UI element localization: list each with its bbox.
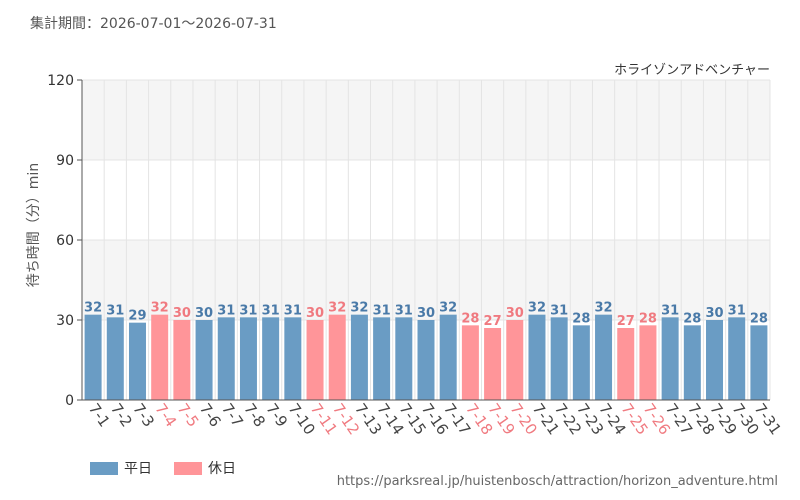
source-url[interactable]: https://parksreal.jp/huistenbosch/attrac… bbox=[336, 474, 778, 489]
legend-item-weekday: 平日 bbox=[90, 458, 152, 478]
bar-7-17 bbox=[439, 314, 457, 400]
bar-7-15 bbox=[395, 317, 413, 400]
value-label-7-30: 31 bbox=[728, 303, 746, 318]
plot-band bbox=[82, 160, 770, 240]
bar-7-10 bbox=[284, 317, 302, 400]
x-tick-label-7-7: 7-7 bbox=[218, 400, 247, 430]
value-label-7-16: 30 bbox=[417, 306, 435, 321]
bar-7-24 bbox=[595, 314, 613, 400]
bar-7-7 bbox=[217, 317, 235, 400]
y-tick-label: 60 bbox=[56, 233, 74, 249]
bar-7-28 bbox=[683, 325, 701, 400]
y-axis-label: 待ち時間（分）min bbox=[26, 163, 42, 287]
value-label-7-7: 31 bbox=[217, 303, 235, 318]
y-tick-label: 90 bbox=[56, 153, 74, 169]
chart-title: ホライゾンアドベンチャー bbox=[614, 63, 770, 78]
bar-7-8 bbox=[239, 317, 257, 400]
bar-7-31 bbox=[750, 325, 768, 400]
x-tick-label-7-1: 7-1 bbox=[85, 400, 114, 430]
value-label-7-19: 27 bbox=[484, 314, 502, 329]
x-tick-label-7-3: 7-3 bbox=[129, 400, 158, 430]
legend-label-holiday: 休日 bbox=[208, 461, 236, 477]
x-tick-label-7-8: 7-8 bbox=[240, 400, 269, 430]
x-tick-label-7-6: 7-6 bbox=[196, 400, 225, 430]
bar-7-30 bbox=[728, 317, 746, 400]
value-label-7-31: 28 bbox=[750, 311, 768, 326]
bar-7-5 bbox=[173, 320, 191, 400]
plot-band bbox=[82, 240, 770, 320]
bar-7-4 bbox=[151, 314, 169, 400]
bar-7-1 bbox=[84, 314, 102, 400]
y-ticks: 0 30 60 90 120 bbox=[47, 73, 82, 409]
bar-7-9 bbox=[262, 317, 280, 400]
bar-7-14 bbox=[373, 317, 391, 400]
value-label-7-12: 32 bbox=[328, 301, 346, 316]
bar-7-2 bbox=[106, 317, 124, 400]
bar-7-12 bbox=[328, 314, 346, 400]
wait-time-chart: 32 31 29 32 30 30 31 31 31 31 30 32 32 31 31 30 32 28 27 30… bbox=[26, 63, 785, 438]
period-label: 集計期間：2026-07-01～2026-07-31 bbox=[30, 16, 277, 32]
value-label-7-18: 28 bbox=[461, 311, 479, 326]
y-tick-label: 0 bbox=[65, 393, 74, 409]
plot-band bbox=[82, 80, 770, 160]
value-label-7-5: 30 bbox=[173, 306, 191, 321]
value-label-7-26: 28 bbox=[639, 311, 657, 326]
value-label-7-27: 31 bbox=[661, 303, 679, 318]
bar-7-18 bbox=[461, 325, 479, 400]
value-label-7-28: 28 bbox=[683, 311, 701, 326]
value-label-7-2: 31 bbox=[106, 303, 124, 318]
bar-7-19 bbox=[484, 328, 502, 400]
bar-7-26 bbox=[639, 325, 657, 400]
x-tick-label-7-2: 7-2 bbox=[107, 400, 136, 430]
bar-7-6 bbox=[195, 320, 213, 400]
value-label-7-15: 31 bbox=[395, 303, 413, 318]
bar-7-29 bbox=[706, 320, 724, 400]
value-label-7-6: 30 bbox=[195, 306, 213, 321]
value-label-7-1: 32 bbox=[84, 301, 102, 316]
x-tick-label-7-9: 7-9 bbox=[262, 400, 291, 430]
y-tick-label: 30 bbox=[56, 313, 74, 329]
legend: 平日 休日 bbox=[90, 458, 236, 478]
value-label-7-17: 32 bbox=[439, 301, 457, 316]
value-label-7-10: 31 bbox=[284, 303, 302, 318]
x-ticks: 7-17-27-37-47-57-67-77-87-97-107-117-127… bbox=[85, 400, 785, 438]
value-label-7-3: 29 bbox=[128, 309, 146, 324]
value-label-7-20: 30 bbox=[506, 306, 524, 321]
bar-7-13 bbox=[350, 314, 368, 400]
x-tick-label-7-5: 7-5 bbox=[174, 400, 203, 430]
y-tick-label: 120 bbox=[47, 73, 74, 89]
bar-7-23 bbox=[572, 325, 590, 400]
value-label-7-14: 31 bbox=[373, 303, 391, 318]
legend-item-holiday: 休日 bbox=[174, 458, 236, 478]
value-label-7-21: 32 bbox=[528, 301, 546, 316]
bar-7-11 bbox=[306, 320, 324, 400]
bar-7-3 bbox=[128, 322, 146, 400]
value-label-7-29: 30 bbox=[705, 306, 723, 321]
value-label-7-24: 32 bbox=[595, 301, 613, 316]
legend-swatch-holiday bbox=[174, 461, 202, 475]
value-label-7-8: 31 bbox=[239, 303, 257, 318]
legend-label-weekday: 平日 bbox=[124, 461, 152, 477]
value-label-7-11: 30 bbox=[306, 306, 324, 321]
legend-swatch-weekday bbox=[90, 461, 118, 475]
bar-7-16 bbox=[417, 320, 435, 400]
x-tick-label-7-4: 7-4 bbox=[151, 400, 180, 430]
value-label-7-23: 28 bbox=[572, 311, 590, 326]
value-label-7-4: 32 bbox=[151, 301, 169, 316]
bar-7-25 bbox=[617, 328, 635, 400]
bar-7-27 bbox=[661, 317, 679, 400]
value-label-7-25: 27 bbox=[617, 314, 635, 329]
value-label-7-13: 32 bbox=[350, 301, 368, 316]
bar-7-21 bbox=[528, 314, 546, 400]
bar-7-20 bbox=[506, 320, 524, 400]
bars: 32 31 29 32 30 30 31 31 31 31 30 32 32 31 31 30 32 28 27 30… bbox=[84, 301, 768, 400]
value-label-7-9: 31 bbox=[262, 303, 280, 318]
value-label-7-22: 31 bbox=[550, 303, 568, 318]
bar-7-22 bbox=[550, 317, 568, 400]
